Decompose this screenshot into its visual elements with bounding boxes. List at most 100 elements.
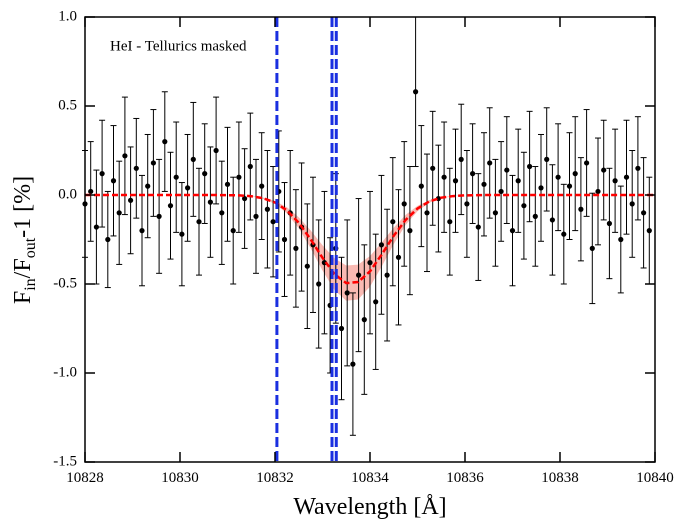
data-point [139,228,145,234]
data-point [452,178,459,184]
data-point [521,203,527,209]
data-point [185,185,191,191]
x-tick-label: 10836 [446,470,484,486]
data-point [361,317,367,323]
data-point [236,174,242,180]
data-point [504,167,510,173]
data-point [270,219,276,225]
x-axis-label: Wavelength [Å] [293,494,446,520]
y-tick-label: -1.0 [53,364,77,380]
data-point [612,178,618,184]
data-point [167,203,174,209]
y-label-sub: out [22,237,39,258]
data-point [179,231,185,237]
data-point [356,272,362,278]
data-point [304,263,310,269]
data-point [202,171,208,177]
data-point [595,188,601,195]
data-point [601,167,607,173]
data-point [293,245,299,251]
x-tick-label: 10834 [351,470,389,486]
data-point [196,219,202,225]
data-point [133,165,139,171]
data-point [492,210,498,216]
annotation: HeI - Tellurics masked [110,38,247,54]
x-tick-label: 10832 [256,470,294,486]
y-tick-label: 0.0 [58,186,77,202]
data-point [173,174,179,180]
y-tick-label: 0.5 [58,97,77,113]
data-point [458,156,464,162]
data-point [401,201,407,207]
data-point [430,165,436,171]
data-point [623,174,630,180]
data-point [105,236,111,243]
data-point [122,153,128,159]
data-point [646,228,652,234]
data-point [544,156,550,162]
data-point [384,272,390,278]
data-point [378,242,384,248]
data-point [418,183,424,189]
x-tick-label: 10830 [161,470,199,486]
data-point [116,210,122,216]
data-point [207,199,213,205]
y-label-sub: in [22,278,39,290]
data-point [566,183,573,189]
data-point [464,201,470,207]
data-point [584,160,590,166]
data-point [367,260,373,266]
data-point [150,160,156,166]
y-label-part: -1 [%] [10,176,36,238]
data-point [99,171,105,177]
data-point [470,171,476,177]
data-point [145,183,151,189]
data-point [373,299,379,305]
data-point [606,220,613,227]
data-point [88,188,94,195]
data-point [213,147,219,154]
data-point [230,228,236,234]
data-point [629,201,635,207]
data-point [316,281,322,287]
data-point [549,217,556,223]
data-point [641,210,647,216]
data-point [350,361,356,367]
y-label-part: F [10,291,36,304]
y-tick-label: -1.5 [53,453,77,469]
data-point [635,165,641,171]
data-point [589,245,595,251]
data-point [253,213,259,219]
data-point [156,213,162,219]
data-point [395,254,402,260]
data-point [224,181,231,187]
data-point [219,210,225,216]
y-label-part: /F [10,258,36,278]
data-point [259,183,265,189]
y-tick-label: 1.0 [58,8,77,24]
y-axis-label: Fin/Fout-1 [%] [10,176,39,304]
data-point [162,139,168,145]
data-point [190,156,196,162]
data-point [447,219,453,225]
data-point [424,210,430,216]
data-point [413,89,419,95]
fit-line [85,193,655,285]
data-point [110,178,117,184]
data-point [555,174,561,180]
data-point [538,185,544,191]
data-point [618,236,624,243]
y-tick-label: -0.5 [53,275,77,291]
data-point [247,163,253,170]
data-point [93,224,99,230]
data-point [572,171,578,177]
data-point [532,213,538,219]
data-point [242,195,248,202]
x-tick-label: 10840 [636,470,674,486]
data-point [390,219,396,225]
data-point [264,206,270,212]
data-point [128,197,134,203]
data-point [561,231,567,237]
data-point [407,228,413,234]
